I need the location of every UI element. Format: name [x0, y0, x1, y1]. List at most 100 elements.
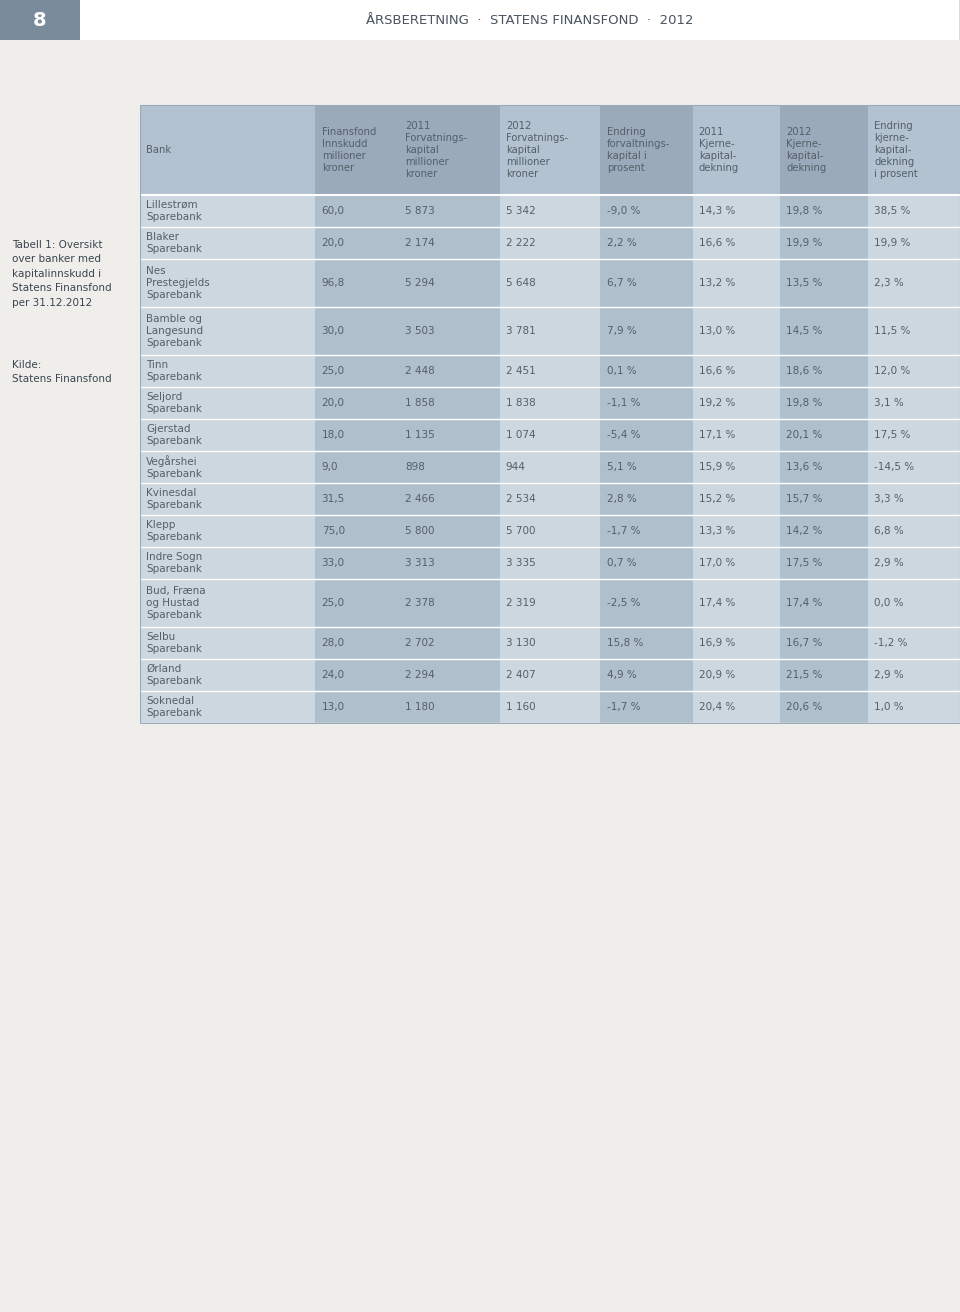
Bar	[600, 691, 692, 723]
Bar	[780, 356, 868, 387]
Bar	[316, 691, 398, 723]
Bar	[140, 483, 316, 516]
Bar	[600, 307, 692, 356]
Bar	[316, 258, 398, 307]
Text: 2 222: 2 222	[506, 237, 536, 248]
Bar	[600, 356, 692, 387]
Bar	[398, 356, 499, 387]
Text: 18,0: 18,0	[322, 430, 345, 440]
Bar	[692, 547, 780, 579]
Bar	[692, 356, 780, 387]
Bar	[868, 691, 960, 723]
Bar	[140, 579, 316, 627]
Bar	[398, 195, 499, 227]
Text: 6,8 %: 6,8 %	[875, 526, 904, 537]
Text: Kilde:
Statens Finansfond: Kilde: Statens Finansfond	[12, 359, 111, 384]
Text: 2 534: 2 534	[506, 495, 536, 504]
Bar	[398, 387, 499, 419]
Bar	[868, 356, 960, 387]
Bar	[600, 227, 692, 258]
Bar	[499, 483, 600, 516]
Bar	[499, 356, 600, 387]
Bar	[140, 387, 316, 419]
Text: 20,9 %: 20,9 %	[699, 670, 735, 680]
Bar	[868, 195, 960, 227]
Text: 2011
Kjerne-
kapital-
dekning: 2011 Kjerne- kapital- dekning	[699, 127, 739, 173]
Text: 4,9 %: 4,9 %	[607, 670, 636, 680]
Bar	[140, 195, 316, 227]
Bar	[600, 451, 692, 483]
Bar	[600, 547, 692, 579]
Bar	[316, 387, 398, 419]
Text: -1,1 %: -1,1 %	[607, 398, 640, 408]
Bar	[780, 627, 868, 659]
Text: 75,0: 75,0	[322, 526, 345, 537]
Text: 13,0 %: 13,0 %	[699, 325, 735, 336]
Bar	[499, 516, 600, 547]
Bar	[868, 258, 960, 307]
Bar	[398, 258, 499, 307]
Text: Vegårshei
Sparebank: Vegårshei Sparebank	[146, 455, 203, 479]
Text: Finansfond
Innskudd
millioner
kroner: Finansfond Innskudd millioner kroner	[322, 127, 376, 173]
Text: 14,5 %: 14,5 %	[786, 325, 823, 336]
Text: 25,0: 25,0	[322, 366, 345, 377]
Text: Tinn
Sparebank: Tinn Sparebank	[146, 359, 203, 382]
Text: Bamble og
Langesund
Sparebank: Bamble og Langesund Sparebank	[146, 314, 204, 348]
Text: 13,5 %: 13,5 %	[786, 278, 823, 289]
Text: 20,1 %: 20,1 %	[786, 430, 823, 440]
Text: 3,1 %: 3,1 %	[875, 398, 904, 408]
Text: Bank: Bank	[146, 146, 171, 155]
Bar	[780, 227, 868, 258]
Bar	[600, 627, 692, 659]
Bar	[868, 659, 960, 691]
Bar	[600, 659, 692, 691]
Bar	[692, 419, 780, 451]
Bar	[868, 105, 960, 195]
Bar	[600, 419, 692, 451]
Bar	[316, 627, 398, 659]
Text: 2 407: 2 407	[506, 670, 536, 680]
Text: 5 342: 5 342	[506, 206, 536, 216]
Text: 1 160: 1 160	[506, 702, 536, 712]
Bar	[868, 516, 960, 547]
Text: Kvinesdal
Sparebank: Kvinesdal Sparebank	[146, 488, 203, 510]
Bar	[600, 387, 692, 419]
Bar	[398, 691, 499, 723]
Text: 2 451: 2 451	[506, 366, 536, 377]
Text: 0,0 %: 0,0 %	[875, 598, 903, 607]
Bar	[868, 627, 960, 659]
Text: 16,6 %: 16,6 %	[699, 366, 735, 377]
Bar	[499, 691, 600, 723]
Text: 2 378: 2 378	[405, 598, 435, 607]
Text: 5 700: 5 700	[506, 526, 536, 537]
Bar	[499, 105, 600, 195]
Bar	[692, 195, 780, 227]
Bar	[398, 105, 499, 195]
Bar	[692, 579, 780, 627]
Bar	[780, 516, 868, 547]
Bar	[600, 483, 692, 516]
Bar	[780, 307, 868, 356]
Bar	[692, 451, 780, 483]
Text: 16,6 %: 16,6 %	[699, 237, 735, 248]
Bar	[499, 451, 600, 483]
Bar	[780, 258, 868, 307]
Bar	[499, 419, 600, 451]
Bar	[780, 483, 868, 516]
Bar	[398, 483, 499, 516]
Text: 1 074: 1 074	[506, 430, 536, 440]
Text: 14,2 %: 14,2 %	[786, 526, 823, 537]
Bar	[780, 451, 868, 483]
Text: 20,6 %: 20,6 %	[786, 702, 823, 712]
Text: 2 448: 2 448	[405, 366, 435, 377]
Text: -5,4 %: -5,4 %	[607, 430, 640, 440]
Bar	[868, 227, 960, 258]
Text: 3 130: 3 130	[506, 638, 536, 648]
Text: Blaker
Sparebank: Blaker Sparebank	[146, 232, 203, 255]
Text: Endring
forvaltnings-
kapital i
prosent: Endring forvaltnings- kapital i prosent	[607, 127, 670, 173]
Text: Nes
Prestegjelds
Sparebank: Nes Prestegjelds Sparebank	[146, 266, 210, 300]
Text: 8: 8	[34, 10, 47, 29]
Bar	[316, 419, 398, 451]
Text: 5,1 %: 5,1 %	[607, 462, 636, 472]
Bar	[398, 579, 499, 627]
